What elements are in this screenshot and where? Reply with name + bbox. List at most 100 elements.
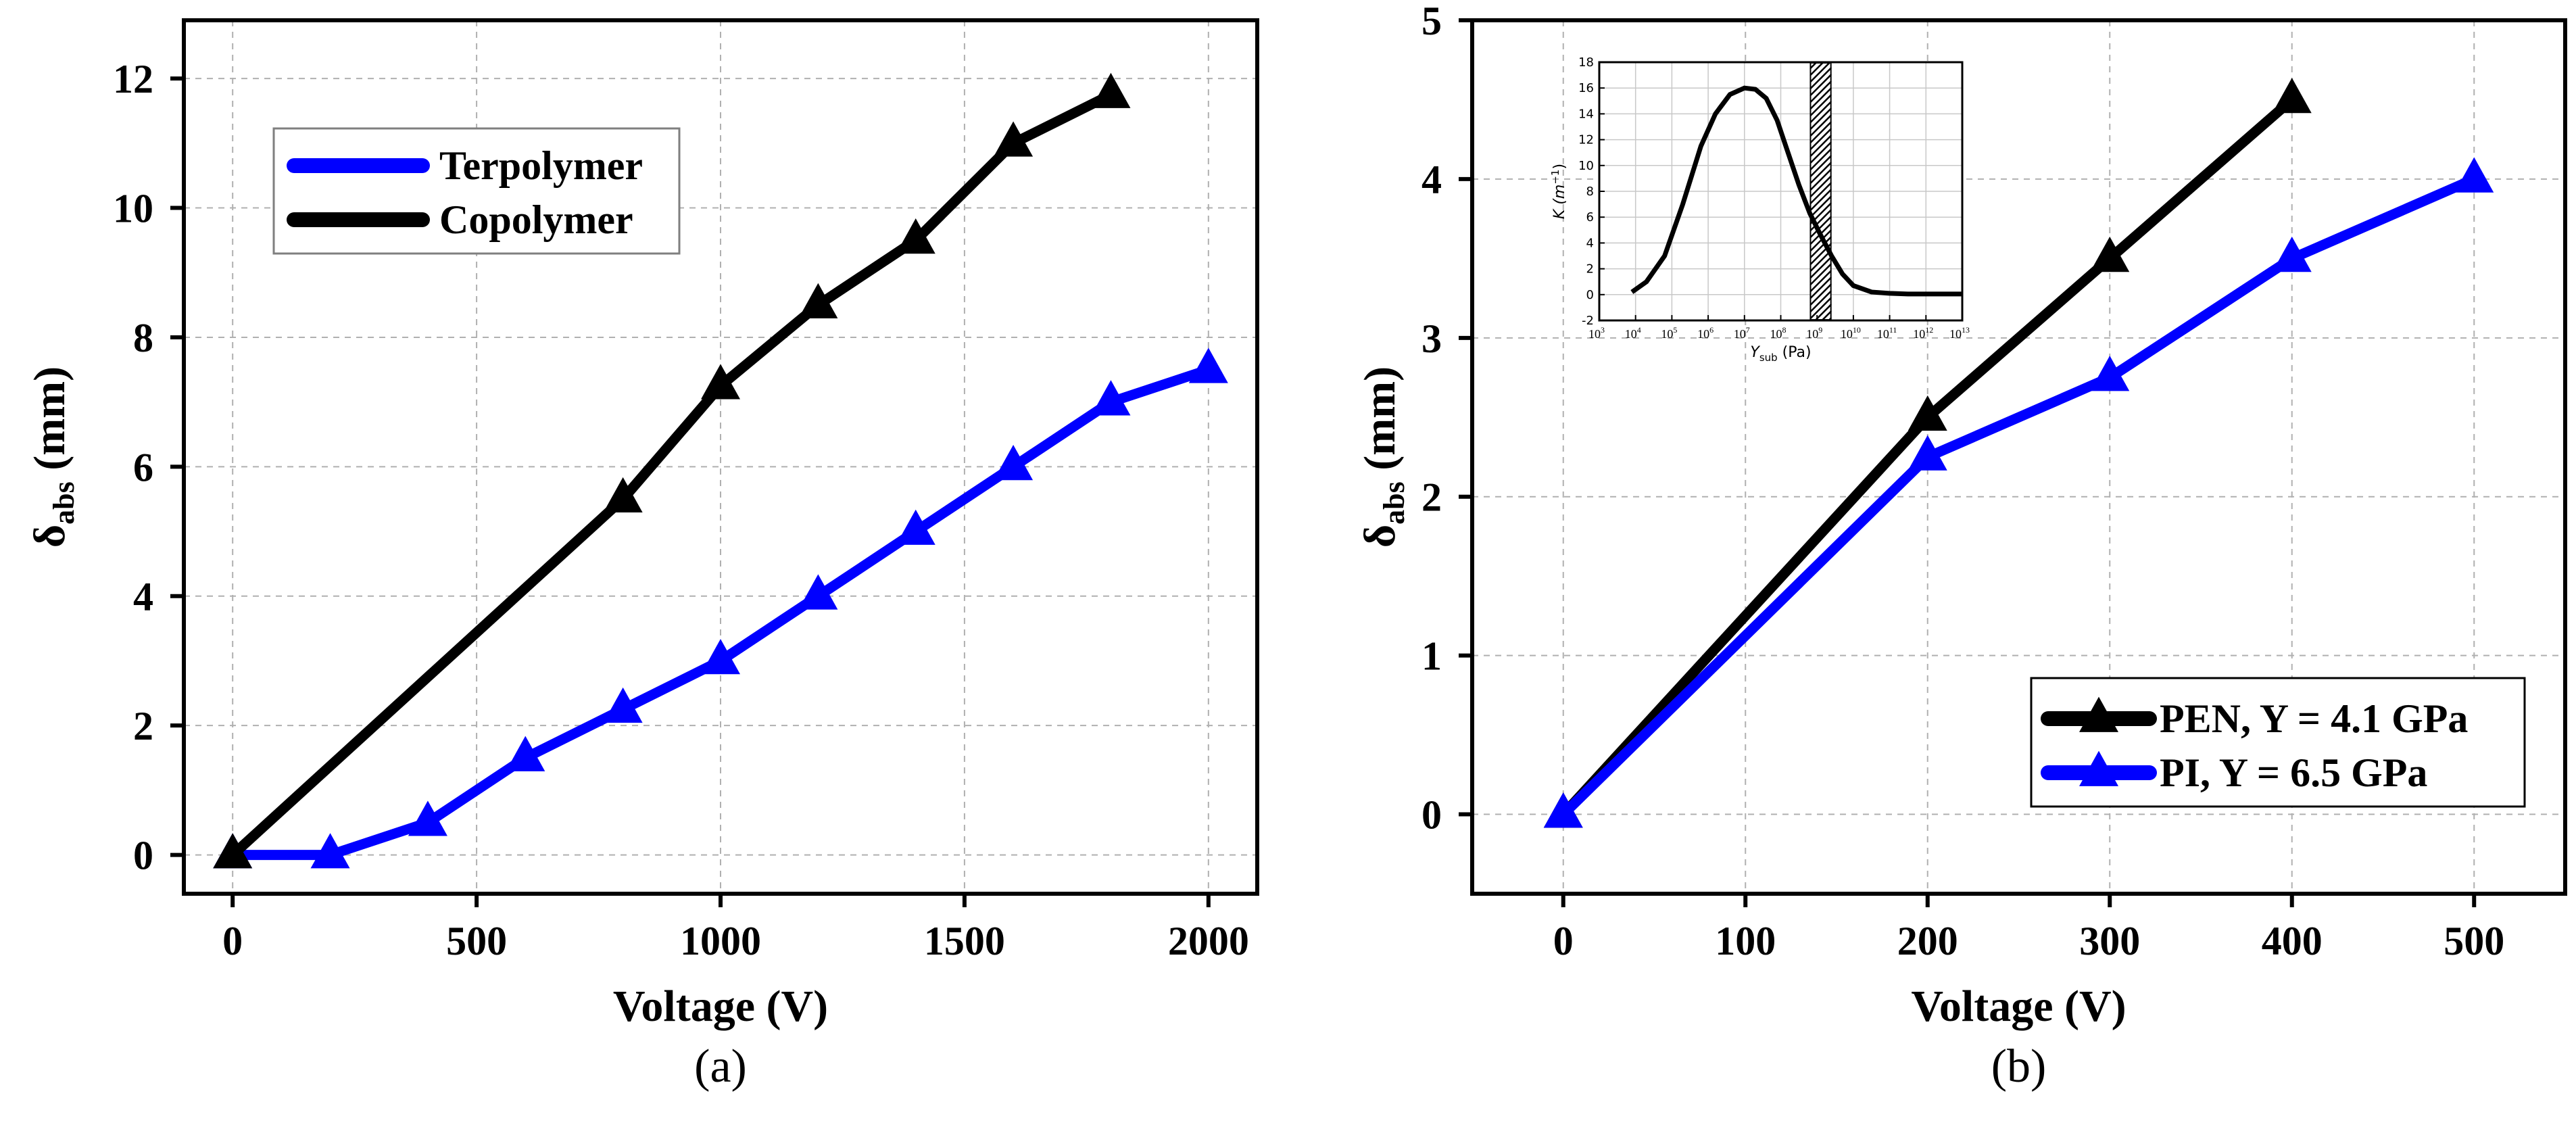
inset-y-tick-label: 6 (1586, 210, 1594, 224)
inset-x-tick-base: 10 (1949, 327, 1962, 341)
b-x-tick-label: 500 (2444, 919, 2504, 963)
data-point-pi (2272, 236, 2312, 272)
inset-x-tick-label: 108 (1770, 325, 1787, 341)
inset-x-tick-base: 10 (1877, 327, 1889, 341)
inset-x-tick-base: 10 (1841, 327, 1853, 341)
data-point-copolymer (603, 477, 643, 513)
inset-band-hatch (1809, 235, 1832, 259)
inset-x-tick-base: 10 (1806, 327, 1818, 341)
a-y-tick-label: 10 (113, 187, 153, 231)
data-point-terpolymer (1188, 347, 1228, 383)
legend-label-copolymer: Copolymer (439, 197, 633, 242)
data-point-terpolymer (896, 509, 935, 545)
inset-band-hatch (1809, 87, 1832, 110)
inset-band-hatch (1809, 62, 1812, 63)
b-x-tick-label: 400 (2262, 919, 2323, 963)
data-point-copolymer (798, 283, 838, 318)
inset-y-tick-label: -2 (1582, 314, 1594, 328)
legend-label-terpolymer: Terpolymer (439, 143, 643, 188)
inset-band-hatch (1809, 73, 1832, 97)
inset-y-tick-label: 0 (1586, 288, 1594, 302)
panel-b-y-label-sub: abs (1378, 481, 1411, 525)
data-point-copolymer (1091, 72, 1131, 108)
inset-band-hatch (1809, 107, 1832, 130)
inset-band-hatch (1809, 276, 1832, 299)
inset-x-tick-base: 10 (1913, 327, 1925, 341)
inset-y-tick-label: 8 (1586, 185, 1594, 199)
inset-band-hatch (1809, 195, 1832, 218)
inset-band-hatch (1809, 66, 1832, 90)
a-x-tick-label: 2000 (1168, 919, 1249, 963)
panel-a-y-label-sub: abs (47, 481, 80, 525)
inset-band-hatch (1809, 127, 1832, 151)
panel-b-y-label-main: δ (1355, 525, 1405, 548)
a-x-tick-label: 1500 (924, 919, 1005, 963)
panel-a: 0 500 1000 1500 2000 0 2 4 6 8 10 12 Terpolymer Cop… (25, 18, 1259, 1092)
inset-band-hatch (1809, 141, 1832, 164)
data-point-terpolymer (310, 833, 350, 869)
panel-a-series (213, 72, 1228, 869)
panel-b-series (1543, 78, 2494, 828)
inset-band-hatch (1809, 93, 1832, 117)
panel-a-legend-box (272, 127, 681, 255)
data-point-copolymer (701, 364, 740, 400)
inset-band-hatch (1809, 181, 1832, 205)
inset-band-hatch (1809, 215, 1832, 239)
inset-x-tick-exponent: 8 (1782, 325, 1787, 335)
data-point-terpolymer (701, 639, 740, 675)
a-y-tick-label: 8 (133, 316, 153, 360)
data-point-pen (2090, 236, 2130, 272)
a-y-tick-label: 4 (133, 575, 153, 619)
inset-x-tick-label: 1011 (1877, 325, 1897, 341)
inset-x-tick-exponent: 11 (1889, 325, 1897, 335)
inset-x-tick-label: 105 (1661, 325, 1677, 341)
inset-y-tick-label: 16 (1578, 81, 1594, 95)
inset-curve (1630, 85, 1962, 297)
inset-band-hatch (1809, 80, 1832, 103)
data-point-terpolymer (1091, 380, 1131, 416)
inset-x-label-text: Y (1750, 344, 1760, 361)
inset-x-tick-label: 1012 (1913, 325, 1933, 341)
inset-x-tick-label: 106 (1697, 325, 1714, 341)
inset-x-label-sub: sub (1759, 352, 1778, 364)
inset-x-tick-base: 10 (1770, 327, 1782, 341)
inset-y-tick-label: 12 (1578, 133, 1594, 147)
inset-x-label-unit: (Pa) (1778, 344, 1812, 361)
inset-band-hatch (1809, 134, 1832, 158)
inset-band-hatch (1809, 100, 1832, 124)
inset-x-tick-label: 107 (1734, 325, 1750, 341)
inset-x-tick-exponent: 4 (1637, 325, 1641, 335)
legend-label-pen: PEN, Y = 4.1 GPa (2160, 696, 2468, 741)
inset-x-tick-base: 10 (1625, 327, 1637, 341)
series-line-pen (1558, 94, 2298, 820)
inset-band-hatch (1820, 310, 1832, 320)
inset-band-hatch (1809, 114, 1832, 137)
inset-ticks: 103 104 105 106 107 108 109 1010 1011 1012 1013-20… (1578, 55, 1970, 341)
panel-b-y-label-unit: (mm) (1355, 366, 1405, 481)
inset-band-hatch (1809, 62, 1832, 83)
data-point-copolymer (896, 218, 935, 254)
inset-x-tick-base: 10 (1661, 327, 1673, 341)
inset-x-tick-exponent: 10 (1853, 325, 1861, 335)
data-point-pi (2090, 356, 2130, 391)
inset-x-tick-label: 1013 (1949, 325, 1970, 341)
inset-band-hatch (1809, 283, 1832, 306)
inset-band-hatch (1809, 161, 1832, 185)
inset-y-label-sup: −1 (1549, 170, 1561, 185)
inset-band-hatch (1809, 256, 1832, 279)
data-point-terpolymer (408, 800, 447, 836)
b-x-tick-label: 100 (1715, 919, 1776, 963)
legend-label-pi: PI, Y = 6.5 GPa (2160, 750, 2427, 795)
inset-band-hatch (1814, 303, 1832, 320)
a-x-tick-label: 1000 (680, 919, 761, 963)
legend-marker-pen (2079, 696, 2118, 732)
a-x-tick-label: 0 (222, 919, 243, 963)
inset-shaded-band (1809, 62, 1832, 320)
data-point-pen (1907, 395, 1947, 431)
panel-a-y-label-unit: (mm) (25, 366, 74, 481)
a-y-tick-label: 12 (113, 57, 153, 101)
b-y-tick-label: 4 (1421, 158, 1442, 202)
